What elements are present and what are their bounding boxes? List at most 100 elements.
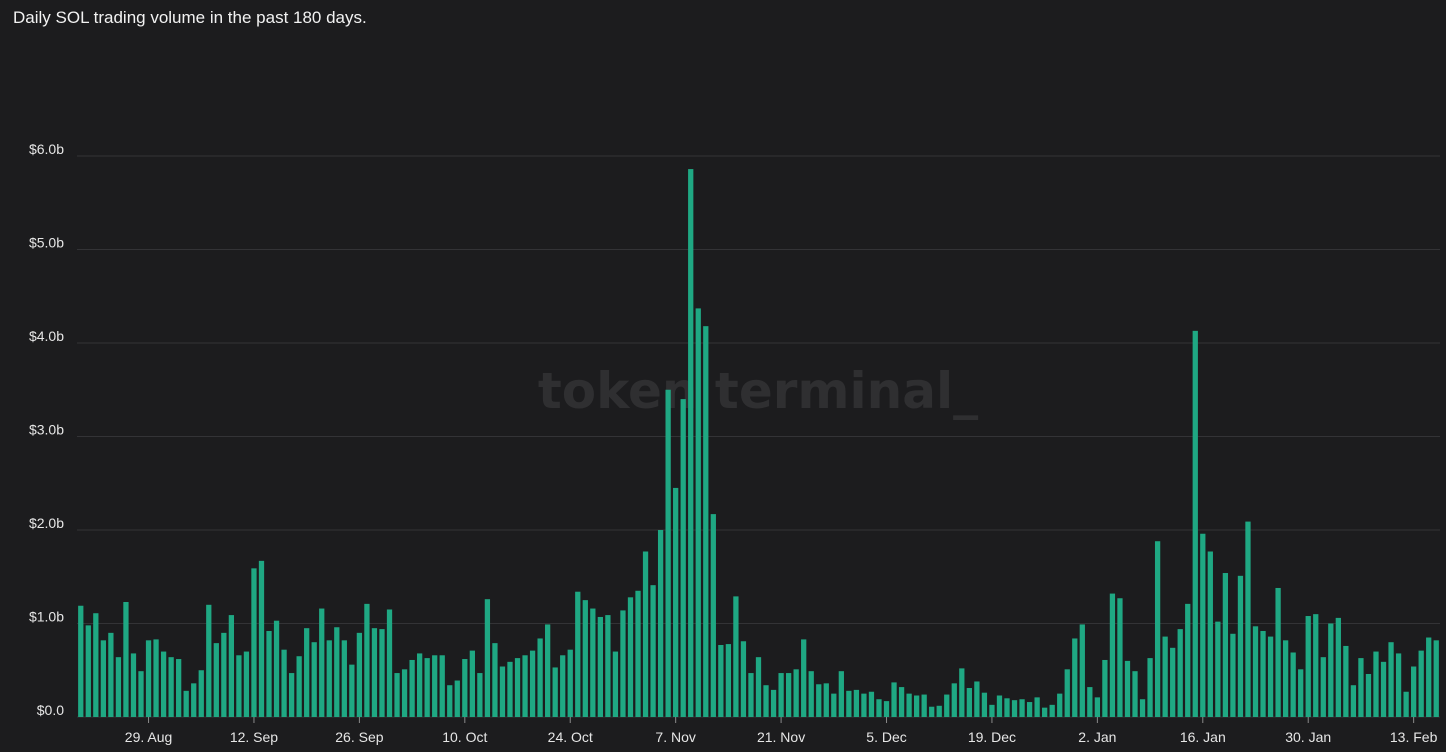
bar[interactable] (906, 693, 912, 718)
bar[interactable] (1252, 626, 1259, 717)
bar[interactable] (1403, 691, 1409, 717)
bar[interactable] (1132, 671, 1138, 717)
bar[interactable] (785, 673, 792, 717)
bar[interactable] (627, 597, 634, 717)
bar[interactable] (499, 666, 506, 717)
bar[interactable] (816, 684, 822, 717)
bar[interactable] (153, 639, 159, 717)
bar[interactable] (266, 630, 272, 717)
bar[interactable] (755, 657, 762, 717)
bar[interactable] (740, 641, 747, 717)
bar[interactable] (891, 682, 897, 717)
bar[interactable] (529, 650, 536, 717)
bar[interactable] (966, 688, 972, 717)
bar[interactable] (356, 632, 363, 717)
bar[interactable] (183, 690, 189, 717)
bar[interactable] (462, 659, 468, 717)
bar[interactable] (1094, 697, 1100, 717)
bar[interactable] (929, 706, 935, 717)
bar[interactable] (1162, 636, 1168, 717)
bar[interactable] (1087, 687, 1093, 717)
bar[interactable] (635, 590, 641, 717)
bar[interactable] (130, 653, 137, 717)
bar[interactable] (597, 616, 603, 717)
bar[interactable] (778, 673, 784, 717)
bar[interactable] (1117, 598, 1123, 717)
bar[interactable] (93, 613, 99, 717)
bar[interactable] (1170, 647, 1176, 717)
bar[interactable] (582, 600, 588, 718)
bar[interactable] (1200, 533, 1206, 717)
bar[interactable] (1185, 603, 1191, 717)
bar[interactable] (1418, 650, 1424, 717)
bar[interactable] (160, 651, 167, 717)
bar[interactable] (695, 308, 701, 717)
bar[interactable] (138, 671, 144, 717)
bar[interactable] (1230, 633, 1236, 717)
bar[interactable] (349, 664, 355, 717)
bar[interactable] (198, 670, 204, 717)
bar[interactable] (1192, 330, 1198, 717)
bar[interactable] (123, 602, 129, 717)
bar[interactable] (1237, 575, 1244, 717)
bar[interactable] (567, 649, 573, 717)
bar[interactable] (176, 659, 182, 717)
bar[interactable] (85, 625, 91, 717)
bar[interactable] (424, 658, 430, 717)
bar[interactable] (1373, 651, 1379, 717)
bar[interactable] (1207, 551, 1213, 718)
bar[interactable] (213, 643, 219, 717)
bar[interactable] (228, 615, 235, 717)
bar[interactable] (725, 644, 732, 717)
bar[interactable] (1411, 666, 1417, 717)
bar[interactable] (319, 608, 325, 717)
bar[interactable] (590, 608, 596, 717)
bar[interactable] (1305, 616, 1311, 717)
bar[interactable] (1072, 638, 1078, 717)
bar[interactable] (386, 609, 393, 717)
bar[interactable] (981, 692, 988, 717)
bar[interactable] (1154, 541, 1161, 717)
bar[interactable] (733, 596, 739, 717)
bar[interactable] (341, 640, 347, 717)
bar[interactable] (1064, 669, 1070, 717)
bar[interactable] (959, 668, 965, 717)
bar[interactable] (334, 627, 340, 717)
bar[interactable] (379, 629, 385, 717)
bar[interactable] (748, 673, 754, 717)
bar[interactable] (1245, 521, 1251, 717)
bar[interactable] (1079, 624, 1085, 717)
bar[interactable] (921, 694, 927, 717)
bar[interactable] (1426, 637, 1432, 717)
bar[interactable] (1380, 661, 1387, 717)
bar[interactable] (974, 681, 980, 717)
bar[interactable] (439, 655, 445, 717)
bar[interactable] (944, 694, 950, 717)
bar[interactable] (1267, 636, 1274, 717)
bar[interactable] (1215, 621, 1221, 717)
bar[interactable] (1358, 658, 1364, 717)
bar[interactable] (1026, 702, 1033, 717)
bar[interactable] (853, 689, 860, 717)
bar[interactable] (514, 658, 521, 717)
bar[interactable] (447, 685, 453, 717)
bar[interactable] (914, 695, 920, 718)
bar[interactable] (1147, 658, 1153, 717)
bar[interactable] (1102, 659, 1108, 717)
bar[interactable] (477, 673, 483, 717)
bar[interactable] (642, 551, 649, 718)
bar[interactable] (1433, 640, 1439, 717)
bar[interactable] (560, 655, 566, 717)
bar[interactable] (1124, 660, 1131, 717)
bar[interactable] (221, 632, 227, 717)
bar[interactable] (1298, 669, 1304, 717)
bar[interactable] (1395, 653, 1402, 717)
bar[interactable] (1011, 700, 1018, 717)
bar[interactable] (951, 683, 957, 717)
bar[interactable] (680, 399, 686, 717)
bar[interactable] (492, 643, 498, 717)
bar[interactable] (1222, 573, 1229, 717)
bar[interactable] (371, 628, 378, 717)
bar[interactable] (364, 603, 370, 717)
bar[interactable] (801, 639, 807, 717)
